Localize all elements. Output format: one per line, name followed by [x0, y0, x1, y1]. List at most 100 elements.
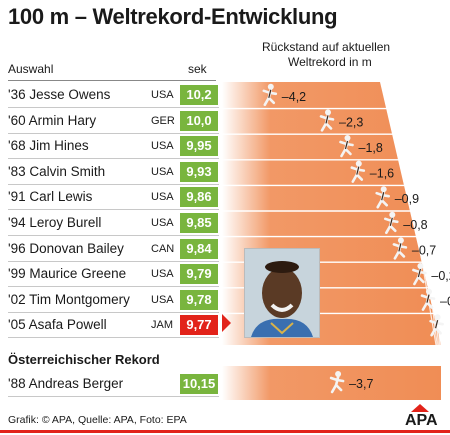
gap-label: –0,9 — [395, 192, 419, 206]
track-stripe — [415, 81, 439, 346]
runner-icon — [429, 314, 444, 337]
athlete-name: Armin Hary — [28, 112, 97, 128]
runner-icon — [383, 211, 399, 235]
country-code: JAM — [151, 319, 173, 332]
record-row: '96 Donovan Bailey CAN 9,84 — [8, 237, 219, 262]
runner-icon — [350, 160, 366, 183]
header-auswahl: Auswahl — [8, 62, 54, 76]
record-name: '96 Donovan Bailey — [8, 241, 124, 256]
country-code: USA — [151, 293, 174, 306]
time-badge: 9,78 — [180, 289, 218, 310]
header-sek: sek — [188, 62, 207, 76]
apa-logo: APA — [405, 412, 438, 429]
record-row: '68 Jim Hines USA 9,95 — [8, 134, 219, 160]
record-row: '91 Carl Lewis USA 9,86 — [8, 185, 219, 211]
record-name: '88 Andreas Berger — [8, 376, 123, 391]
athlete-name: Jim Hines — [29, 138, 89, 154]
track-stripe — [427, 81, 441, 346]
record-name: '05 Asafa Powell — [8, 317, 107, 332]
record-year: '91 — [8, 189, 26, 205]
chart-title: 100 m – Weltrekord-Entwicklung — [8, 4, 338, 29]
section-austrian-record: Österreichischer Rekord — [8, 352, 160, 367]
time-badge: 9,79 — [180, 264, 218, 285]
athlete-name: Asafa Powell — [28, 317, 107, 333]
athlete-name: Andreas Berger — [28, 376, 124, 391]
apa-logo-mark — [411, 404, 429, 412]
record-name: '91 Carl Lewis — [8, 189, 92, 204]
record-year: '36 — [8, 87, 26, 102]
time-badge: 9,84 — [180, 238, 218, 259]
record-row: '99 Maurice Greene USA 9,79 — [8, 262, 219, 288]
header-divider — [8, 80, 216, 81]
time-badge: 9,85 — [180, 213, 218, 233]
track-surface-austria — [222, 366, 441, 400]
country-code: CAN — [151, 242, 175, 255]
record-year: '05 — [8, 317, 26, 333]
runner-icon — [319, 109, 335, 132]
country-code: USA — [151, 217, 174, 229]
record-row: '05 Asafa Powell JAM 9,77 — [8, 313, 219, 339]
record-name: '94 Leroy Burell — [8, 215, 101, 230]
record-year: '94 — [8, 215, 26, 230]
record-row: '36 Jesse Owens USA 10,2 — [8, 83, 219, 108]
time-badge: 9,95 — [180, 136, 218, 157]
record-name: '99 Maurice Greene — [8, 266, 126, 281]
gap-label: –0,8 — [403, 218, 427, 232]
time-badge: 10,2 — [180, 85, 218, 105]
track-stripe — [403, 81, 438, 346]
athlete-photo — [244, 248, 320, 338]
country-code: USA — [151, 140, 174, 153]
athlete-name: Carl Lewis — [29, 189, 93, 205]
time-badge: 9,93 — [180, 161, 218, 182]
country-code: GER — [151, 114, 175, 127]
gap-label: –0,2 — [431, 269, 450, 283]
gap-label: –0,7 — [412, 243, 436, 257]
gap-label: –0,1 — [440, 295, 450, 309]
world-record-time-badge: 9,77 — [180, 315, 218, 336]
gap-label: –1,8 — [359, 141, 383, 155]
athlete-name: Calvin Smith — [29, 163, 106, 179]
record-name: '02 Tim Montgomery — [8, 292, 130, 307]
runner-icon — [412, 263, 427, 286]
time-badge: 10,0 — [180, 110, 218, 131]
record-year: '60 — [8, 112, 26, 128]
athlete-name: Donovan Bailey — [29, 240, 124, 256]
header-rueckstand-1: Rückstand auf aktuellen — [262, 40, 391, 54]
country-code: USA — [151, 268, 174, 281]
record-row: '94 Leroy Burell USA 9,85 — [8, 211, 219, 236]
record-row: '88 Andreas Berger 10,15 — [8, 372, 219, 397]
record-year: '99 — [8, 266, 26, 282]
runner-icon — [329, 371, 345, 394]
athlete-name: Maurice Greene — [29, 266, 127, 282]
record-row: '02 Tim Montgomery USA 9,78 — [8, 288, 219, 313]
record-name: '36 Jesse Owens — [8, 87, 110, 102]
record-year: '96 — [8, 240, 26, 256]
record-name: '68 Jim Hines — [8, 138, 89, 153]
gap-label: –1,6 — [370, 167, 394, 181]
footer-credit: Grafik: © APA, Quelle: APA, Foto: EPA — [8, 414, 187, 426]
record-year: '02 — [8, 291, 26, 307]
country-code: USA — [151, 191, 174, 204]
gap-label: –4,2 — [282, 90, 306, 104]
athlete-name: Tim Montgomery — [29, 291, 130, 307]
record-name: '60 Armin Hary — [8, 113, 96, 128]
record-year: '68 — [8, 138, 26, 154]
athlete-name: Jesse Owens — [29, 87, 111, 102]
bottom-red-line — [0, 430, 450, 433]
runner-icon — [392, 237, 408, 260]
record-row: '60 Armin Hary GER 10,0 — [8, 109, 219, 134]
record-year: '88 — [8, 376, 26, 391]
country-code: USA — [151, 89, 174, 101]
gap-label: –3,7 — [349, 377, 373, 391]
runner-icon — [375, 186, 391, 209]
record-year: '83 — [8, 163, 26, 179]
country-code: USA — [151, 165, 174, 178]
runner-icon — [262, 83, 278, 107]
runner-icon — [339, 135, 354, 158]
pointer-arrow — [222, 314, 231, 332]
header-rueckstand-2: Weltrekord in m — [288, 55, 372, 69]
time-badge: 9,86 — [180, 187, 218, 208]
time-badge: 10,15 — [180, 374, 218, 394]
record-row: '83 Calvin Smith USA 9,93 — [8, 160, 219, 185]
athlete-name: Leroy Burell — [29, 215, 102, 230]
